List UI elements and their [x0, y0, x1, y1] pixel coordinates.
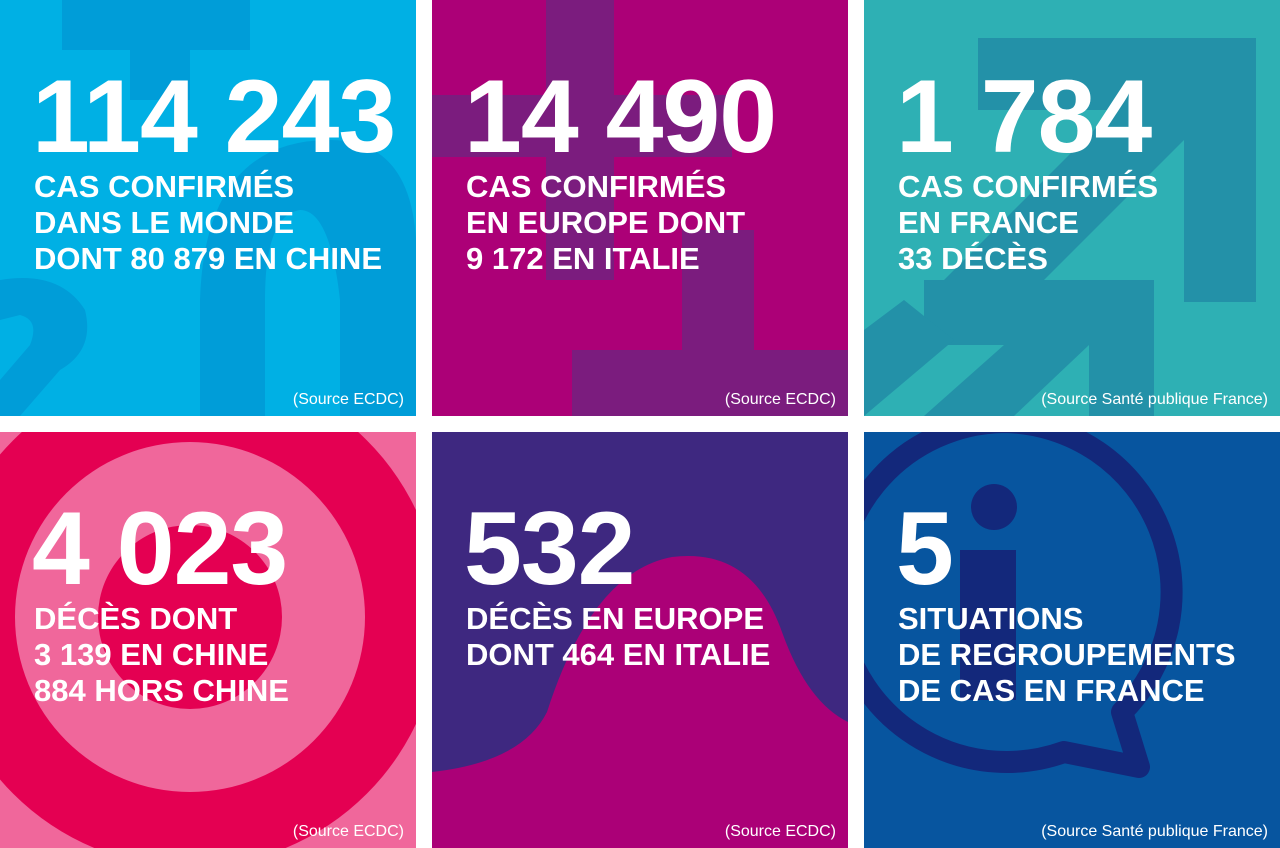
stat-label-line: DE CAS EN FRANCE — [898, 673, 1205, 708]
stat-label-line: EN FRANCE — [898, 205, 1079, 240]
info-speech-bubble-decor-icon — [864, 432, 1183, 778]
stat-label: SITUATIONS DE REGROUPEMENTS DE CAS EN FR… — [898, 601, 1236, 709]
stat-label-line: DANS LE MONDE — [34, 205, 295, 240]
stat-tile-europe-deaths: 532 DÉCÈS EN EUROPE DONT 464 EN ITALIE (… — [432, 432, 848, 848]
stat-number: 4 023 — [32, 491, 288, 607]
stat-label-line: DÉCÈS EN EUROPE — [466, 601, 765, 636]
stat-tile-france-cases: 1 784 CAS CONFIRMÉS EN FRANCE 33 DÉCÈS (… — [864, 0, 1280, 416]
stat-label: CAS CONFIRMÉS DANS LE MONDE DONT 80 879 … — [34, 169, 382, 277]
stat-label-line: DÉCÈS DONT — [34, 601, 238, 636]
stat-label: CAS CONFIRMÉS EN EUROPE DONT 9 172 EN IT… — [466, 169, 745, 277]
source-note: (Source Santé publique France) — [1041, 823, 1268, 840]
stat-tile-europe-cases: 14 490 CAS CONFIRMÉS EN EUROPE DONT 9 17… — [432, 0, 848, 416]
source-note: (Source ECDC) — [724, 823, 836, 840]
stat-tile-world-cases: 114 243 CAS CONFIRMÉS DANS LE MONDE DONT… — [0, 0, 416, 416]
stat-label: CAS CONFIRMÉS EN FRANCE 33 DÉCÈS — [898, 169, 1158, 277]
source-note: (Source ECDC) — [292, 391, 404, 408]
wave-blob-decor-icon — [432, 555, 848, 848]
source-note: (Source Santé publique France) — [1041, 391, 1268, 408]
stat-number: 5 — [896, 491, 954, 607]
stat-label-line: CAS CONFIRMÉS — [466, 169, 727, 204]
stat-label-line: DE REGROUPEMENTS — [898, 637, 1236, 672]
stat-number: 14 490 — [464, 59, 777, 175]
stat-label-line: DONT 464 EN ITALIE — [466, 637, 771, 672]
stat-label: DÉCÈS EN EUROPE DONT 464 EN ITALIE — [466, 601, 770, 673]
stat-label-line: CAS CONFIRMÉS — [34, 169, 295, 204]
source-note: (Source ECDC) — [292, 823, 404, 840]
stat-tile-world-deaths: 4 023 DÉCÈS DONT 3 139 EN CHINE 884 HORS… — [0, 432, 416, 848]
stat-number: 532 — [464, 491, 636, 607]
stat-label-line: 3 139 EN CHINE — [34, 637, 269, 672]
arrows-up-right-decor-icon — [864, 38, 1256, 416]
stat-label: DÉCÈS DONT 3 139 EN CHINE 884 HORS CHINE — [34, 601, 289, 709]
stat-number: 1 784 — [896, 59, 1152, 175]
source-note: (Source ECDC) — [724, 391, 836, 408]
stat-label-line: DONT 80 879 EN CHINE — [34, 241, 382, 276]
stat-label-line: EN EUROPE DONT — [466, 205, 746, 240]
stat-label-line: 33 DÉCÈS — [898, 241, 1048, 276]
stat-label-line: SITUATIONS — [898, 601, 1084, 636]
stat-number: 114 243 — [32, 59, 396, 175]
stat-label-line: 884 HORS CHINE — [34, 673, 289, 708]
stat-label-line: 9 172 EN ITALIE — [466, 241, 700, 276]
target-rings-decor-icon — [0, 432, 416, 848]
stat-label-line: CAS CONFIRMÉS — [898, 169, 1159, 204]
plus-decor-icon — [432, 0, 848, 416]
stat-tile-france-clusters: 5 SITUATIONS DE REGROUPEMENTS DE CAS EN … — [864, 432, 1280, 848]
plus-and-numbers-decor-icon — [0, 0, 416, 416]
